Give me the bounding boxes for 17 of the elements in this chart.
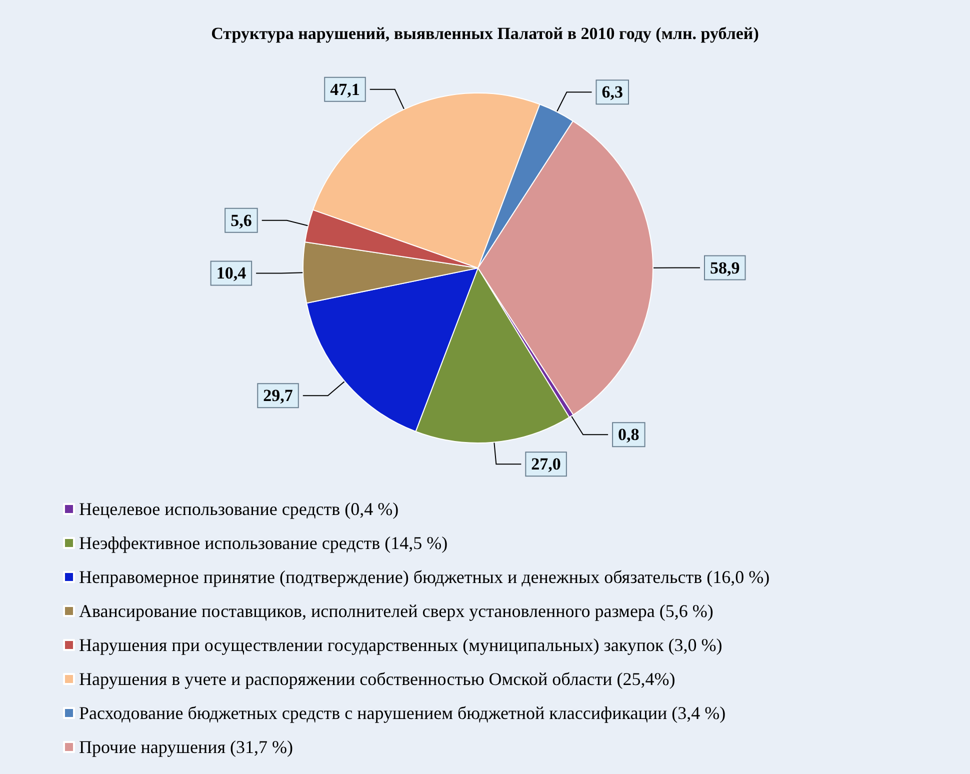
legend-label: Нарушения в учете и распоряжении собственностью Омской области (25,4%)	[79, 669, 676, 689]
data-label: 29,7	[263, 386, 294, 406]
data-label: 5,6	[230, 210, 252, 230]
legend-label: Неправомерное принятие (подтверждение) бюджетных и денежных обязательств (16,0 %)	[79, 567, 770, 587]
data-label: 58,9	[710, 258, 740, 278]
data-label: 6,3	[602, 82, 623, 102]
legend-label: Расходование бюджетных средств с нарушением бюджетной классификации (3,4 %)	[79, 703, 726, 723]
data-label: 47,1	[330, 80, 360, 99]
data-label: 10,4	[216, 264, 247, 283]
data-label: 0,8	[618, 425, 640, 444]
legend-label: Нарушения при осуществлении государственных (муниципальных) закупок (3,0 %)	[79, 635, 722, 655]
legend-label: Авансирование поставщиков, исполнителей сверх установленного размера (5,6 %)	[79, 601, 714, 621]
chart-title: Структура нарушений, выявленных Палатой в 2010 году (млн. рублей)	[211, 24, 759, 43]
data-label: 27,0	[531, 454, 561, 474]
legend-label: Нецелевое использование средств (0,4 %)	[79, 499, 399, 519]
legend-label: Прочие нарушения (31,7 %)	[79, 737, 293, 757]
legend-label: Неэффективное использование средств (14,5 %)	[79, 533, 448, 553]
